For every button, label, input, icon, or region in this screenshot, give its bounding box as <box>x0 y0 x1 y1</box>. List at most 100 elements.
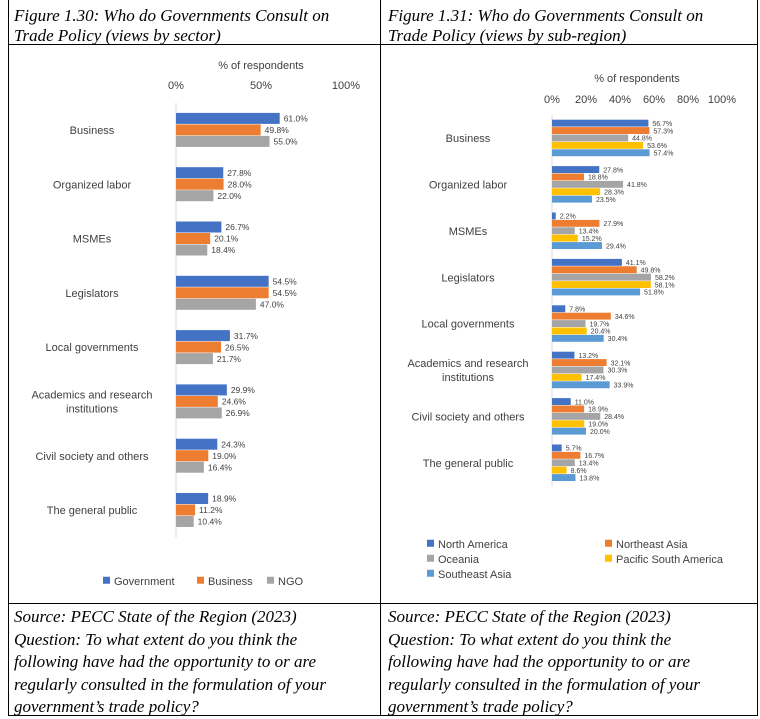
data-label: 10.4% <box>198 517 223 527</box>
data-label: 47.0% <box>260 300 285 310</box>
data-label: 16.7% <box>584 453 604 460</box>
data-label: 61.0% <box>284 114 309 124</box>
left-source-note: Source: PECC State of the Region (2023) … <box>14 606 326 719</box>
data-label: 26.7% <box>225 222 250 232</box>
bar <box>176 341 222 353</box>
bar <box>552 351 575 359</box>
bar <box>176 516 194 527</box>
category-label: institutions <box>442 372 494 384</box>
data-label: 55.0% <box>274 137 299 147</box>
right-figure-title: Figure 1.31: Who do Governments Consult … <box>388 6 703 46</box>
left-source-text: Source: PECC State of the Region (2023) <box>14 607 297 626</box>
bar <box>552 273 651 281</box>
x-tick-label: 60% <box>643 94 665 106</box>
category-label: Academics and research <box>31 390 152 402</box>
right-bar-chart: % of respondents 0% 20% 40% 60% 80% 100% Busine… <box>407 73 736 581</box>
right-question-line: Question: To what extent do you think th… <box>388 629 672 649</box>
bar <box>552 219 600 227</box>
category-label: Legislators <box>65 288 119 300</box>
bar <box>176 461 204 473</box>
legend-label: Pacific South America <box>616 554 724 566</box>
bar <box>552 466 567 474</box>
right-question-line: regularly consulted in the formulation o… <box>388 674 700 694</box>
bar <box>552 459 575 467</box>
legend-label: Southeast Asia <box>438 569 512 581</box>
data-label: 13.4% <box>579 228 599 235</box>
bar <box>176 353 213 365</box>
right-question-line: government’s trade policy? <box>388 697 573 716</box>
category-label: Organized labor <box>53 179 132 191</box>
table-border-middle <box>380 0 381 716</box>
category-label: The general public <box>423 458 514 470</box>
legend-label: Northeast Asia <box>616 539 688 551</box>
data-label: 49.8% <box>265 125 290 135</box>
data-label: 51.8% <box>644 290 664 297</box>
category-label: Business <box>446 133 491 145</box>
bar <box>552 281 651 288</box>
data-label: 27.8% <box>603 167 623 174</box>
left-figure-title: Figure 1.30: Who do Governments Consult … <box>14 6 329 46</box>
bar <box>552 119 649 127</box>
data-label: 16.4% <box>208 462 233 472</box>
legend-label: Business <box>208 576 253 588</box>
left-question-line: government’s trade policy? <box>14 697 199 716</box>
legend-swatch <box>427 569 434 577</box>
x-tick-label: 0% <box>544 94 560 106</box>
bar <box>552 242 602 249</box>
legend-swatch <box>197 576 204 584</box>
data-label: 27.9% <box>603 221 623 228</box>
data-label: 41.1% <box>626 260 646 267</box>
data-label: 44.8% <box>632 136 652 143</box>
data-label: 30.4% <box>608 336 628 343</box>
data-label: 17.4% <box>586 375 606 382</box>
bar <box>176 287 269 299</box>
legend-swatch <box>605 554 612 562</box>
data-label: 56.7% <box>652 121 672 128</box>
data-label: 32.1% <box>611 360 631 367</box>
data-label: 7.8% <box>569 306 585 313</box>
table-border-left <box>8 0 9 716</box>
x-tick-label: 50% <box>250 80 272 92</box>
bar <box>552 381 610 389</box>
data-label: 27.8% <box>227 168 252 178</box>
data-label: 5.7% <box>566 446 582 453</box>
data-label: 23.5% <box>596 197 616 204</box>
legend-swatch <box>103 576 110 584</box>
bar <box>552 195 592 203</box>
data-label: 28.0% <box>228 179 253 189</box>
data-label: 31.7% <box>234 331 259 341</box>
bar <box>552 427 586 435</box>
data-label: 18.8% <box>588 175 608 182</box>
bar <box>552 134 629 142</box>
bar <box>552 288 641 296</box>
data-label: 34.6% <box>615 314 635 321</box>
bar <box>552 373 582 381</box>
data-label: 20.0% <box>590 429 610 436</box>
bar <box>552 180 624 188</box>
data-label: 22.0% <box>217 191 242 201</box>
bar <box>552 420 585 428</box>
bar <box>552 173 584 181</box>
data-label: 20.4% <box>591 329 611 336</box>
right-question-line: following have had the opportunity to or… <box>388 652 691 671</box>
bar <box>176 395 218 407</box>
data-label: 49.8% <box>641 267 661 274</box>
bar <box>552 320 586 327</box>
left-bar-chart: % of respondents 0% 50% 100% Business 61.0%49… <box>31 60 360 588</box>
right-source-note: Source: PECC State of the Region (2023) … <box>388 606 700 719</box>
bar <box>176 384 227 396</box>
data-label: 28.4% <box>604 414 624 421</box>
left-question-line: following have had the opportunity to or… <box>14 652 317 671</box>
bar <box>552 266 637 274</box>
data-label: 57.4% <box>654 150 674 157</box>
bar <box>552 398 571 405</box>
legend-label: Government <box>114 576 175 588</box>
x-tick-label: 40% <box>609 94 631 106</box>
right-source-text: Source: PECC State of the Region (2023) <box>388 607 671 626</box>
x-tick-label: 80% <box>677 94 699 106</box>
data-label: 57.3% <box>653 128 673 135</box>
data-label: 33.9% <box>614 382 634 389</box>
category-label: MSMEs <box>73 234 112 246</box>
x-axis-title: % of respondents <box>594 73 680 85</box>
bar <box>552 234 578 242</box>
